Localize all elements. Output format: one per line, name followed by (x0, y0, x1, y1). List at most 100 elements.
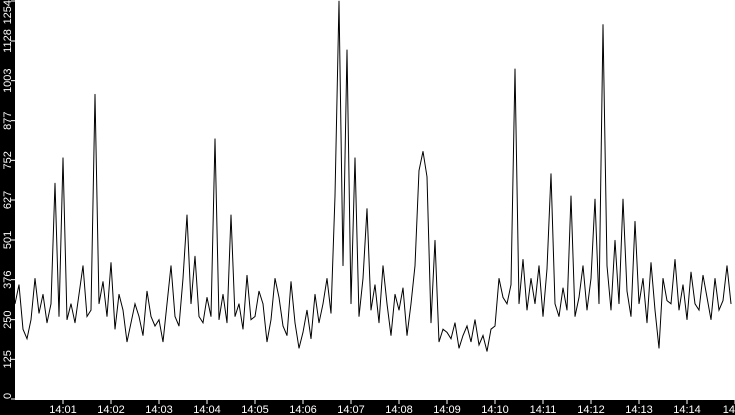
data-point (398, 309, 400, 311)
data-point (126, 341, 128, 343)
data-point (310, 338, 312, 340)
data-point (214, 138, 216, 140)
x-tick-label: 14:12 (577, 404, 605, 415)
data-point (490, 328, 492, 330)
data-point (14, 303, 16, 305)
data-point (162, 341, 164, 343)
data-point (26, 338, 28, 340)
data-point (330, 312, 332, 314)
data-point (314, 293, 316, 295)
data-point (206, 297, 208, 298)
data-point (226, 322, 228, 324)
data-point (78, 293, 80, 295)
y-axis-band (0, 0, 15, 415)
data-point (562, 287, 564, 289)
data-point (386, 303, 388, 305)
data-point (130, 322, 132, 324)
data-point (706, 297, 708, 298)
data-point (702, 274, 704, 276)
data-point (346, 49, 348, 51)
y-tick-label: 752 (2, 151, 14, 169)
data-point (582, 265, 584, 267)
data-point (18, 284, 20, 286)
data-point (86, 316, 88, 317)
x-axis: 14:01 14:02 14:03 14:04 14:05 14:06 14:07 14:08… (49, 400, 735, 415)
data-point (374, 284, 376, 286)
x-tick-label: 14:05 (241, 404, 269, 415)
data-point (290, 281, 292, 282)
x-tick-label: 14:14 (673, 404, 701, 415)
data-point (118, 293, 120, 295)
data-point (478, 344, 480, 346)
data-point (650, 262, 652, 263)
data-point (726, 265, 728, 267)
data-point (610, 309, 612, 311)
y-tick-label: 376 (2, 271, 14, 289)
data-point (146, 290, 148, 292)
data-point (390, 335, 392, 336)
data-point (294, 322, 296, 324)
y-tick-label: 877 (2, 112, 14, 130)
data-point (270, 319, 272, 321)
y-tick-label: 0 (2, 393, 14, 399)
data-point (458, 347, 460, 349)
x-tick-label: 14:13 (625, 404, 653, 415)
data-point (698, 309, 700, 311)
x-tick-label: 14:07 (337, 404, 365, 415)
data-point (54, 182, 56, 184)
data-point (518, 303, 520, 305)
data-point (686, 319, 688, 321)
data-point (282, 325, 284, 327)
data-point (578, 297, 580, 298)
data-point (50, 303, 52, 305)
data-point (438, 341, 440, 343)
data-point (446, 331, 448, 333)
data-point (158, 319, 160, 321)
data-point (406, 335, 408, 336)
data-point (482, 335, 484, 336)
data-point (334, 195, 336, 197)
x-tick-label: 14:08 (385, 404, 413, 415)
data-point (210, 316, 212, 317)
data-point (570, 195, 572, 197)
data-point (558, 316, 560, 317)
data-point (202, 322, 204, 324)
data-point (342, 265, 344, 267)
data-point (186, 214, 188, 216)
data-point (414, 265, 416, 267)
data-point (42, 293, 44, 295)
data-point (402, 287, 404, 289)
data-point (242, 328, 244, 330)
data-point (678, 309, 680, 311)
data-point (134, 303, 136, 305)
data-point (714, 277, 716, 279)
data-point (442, 328, 444, 330)
x-tick-label: 14:01 (49, 404, 77, 415)
data-point (122, 309, 124, 311)
data-point (94, 93, 96, 95)
y-tick-label: 501 (2, 231, 14, 249)
data-point (510, 284, 512, 286)
data-point (622, 198, 624, 200)
y-axis: 0 125 250 376 501 627 752 877 1003 1128 1254 (2, 0, 15, 400)
data-point (586, 309, 588, 311)
data-point (170, 265, 172, 267)
data-point (522, 258, 524, 260)
data-point (566, 309, 568, 311)
data-point (150, 316, 152, 317)
data-point (682, 284, 684, 286)
data-point (642, 277, 644, 279)
data-point (690, 271, 692, 273)
data-point (434, 239, 436, 241)
data-point (502, 297, 504, 298)
data-point (106, 316, 108, 317)
series-line (14, 0, 732, 352)
data-point (382, 265, 384, 267)
data-point (474, 319, 476, 321)
data-point (338, 0, 340, 2)
data-point (450, 338, 452, 340)
x-tick-label: 14:11 (530, 404, 557, 415)
data-point (174, 316, 176, 317)
data-point (318, 322, 320, 324)
x-tick-label: 14:03 (145, 404, 173, 415)
